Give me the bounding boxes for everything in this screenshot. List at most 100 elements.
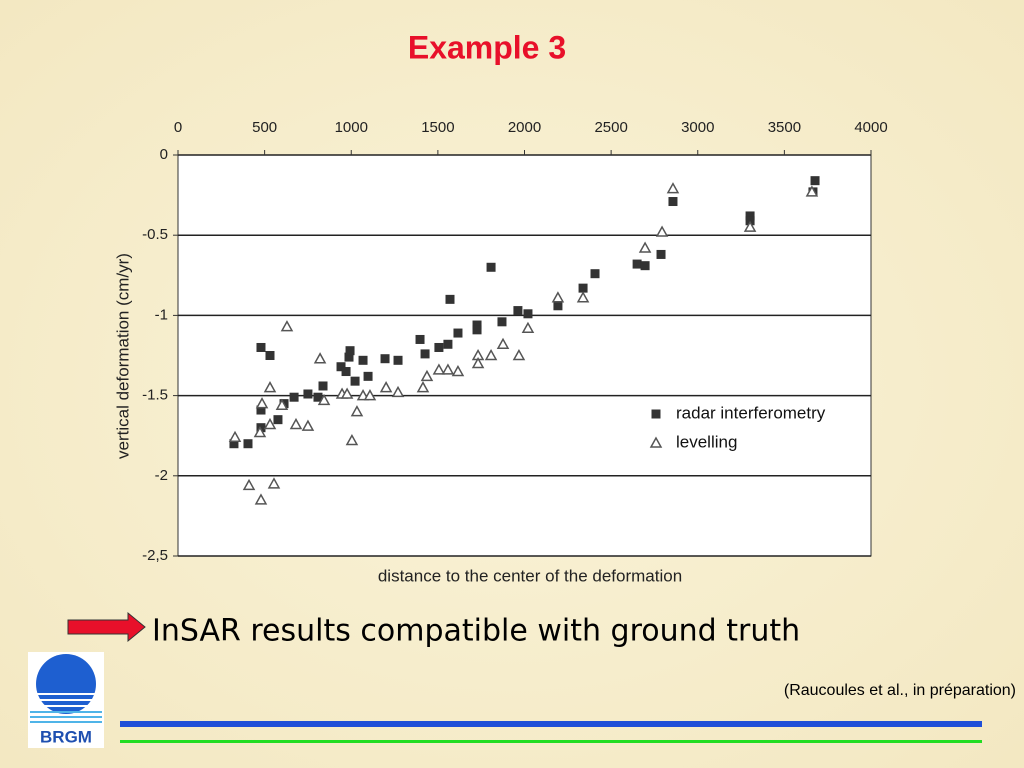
citation: (Raucoules et al., in préparation) bbox=[784, 682, 1016, 699]
x-tick-label: 1500 bbox=[421, 119, 454, 136]
point bbox=[228, 430, 242, 443]
point bbox=[632, 259, 642, 269]
point bbox=[521, 321, 535, 333]
y-tick-label: 0 bbox=[160, 146, 168, 163]
point bbox=[578, 283, 588, 293]
point bbox=[576, 291, 590, 303]
x-tick-label: 1000 bbox=[335, 119, 368, 136]
point bbox=[640, 261, 650, 271]
point bbox=[345, 346, 355, 356]
point bbox=[668, 197, 678, 207]
legend-marker bbox=[649, 436, 663, 448]
point bbox=[551, 291, 565, 303]
point bbox=[280, 320, 294, 332]
point bbox=[380, 354, 390, 364]
point bbox=[263, 417, 277, 430]
point bbox=[590, 269, 600, 279]
plot-area bbox=[177, 154, 872, 557]
point bbox=[317, 393, 331, 406]
point bbox=[275, 398, 289, 410]
point bbox=[336, 362, 346, 372]
point bbox=[415, 334, 425, 344]
point bbox=[313, 352, 327, 364]
point bbox=[513, 306, 523, 316]
point bbox=[341, 367, 351, 377]
point bbox=[229, 439, 239, 449]
point bbox=[666, 182, 680, 194]
point bbox=[350, 405, 364, 417]
point bbox=[432, 363, 446, 375]
y-tick-label: -1.5 bbox=[142, 387, 168, 404]
blue-rule bbox=[120, 721, 982, 727]
point bbox=[471, 356, 485, 369]
y-tick-label: -2 bbox=[155, 467, 168, 484]
point bbox=[265, 351, 275, 360]
point bbox=[363, 389, 377, 401]
point bbox=[553, 301, 563, 311]
y-tick-label: -0.5 bbox=[142, 226, 168, 243]
point bbox=[810, 176, 820, 186]
point bbox=[345, 433, 359, 446]
point bbox=[472, 320, 482, 330]
point bbox=[318, 381, 328, 391]
point bbox=[263, 381, 277, 393]
logo-lines bbox=[30, 711, 102, 723]
x-tick-label: 3500 bbox=[768, 119, 801, 136]
logo-stripes bbox=[34, 693, 98, 707]
logo-text: BRGM bbox=[40, 727, 92, 746]
point bbox=[289, 417, 303, 430]
point bbox=[496, 337, 510, 350]
x-tick-label: 0 bbox=[174, 119, 182, 136]
x-tick-label: 4000 bbox=[854, 119, 887, 136]
x-tick-label: 2500 bbox=[594, 119, 627, 136]
y-tick-label: -1 bbox=[155, 306, 168, 323]
point bbox=[256, 423, 266, 433]
point bbox=[656, 249, 666, 259]
point bbox=[445, 294, 455, 304]
point bbox=[363, 371, 373, 381]
point bbox=[242, 478, 256, 491]
point bbox=[256, 405, 266, 415]
point bbox=[420, 349, 430, 359]
point bbox=[805, 185, 819, 197]
point bbox=[253, 425, 267, 438]
point bbox=[303, 389, 313, 399]
point bbox=[420, 369, 434, 382]
point bbox=[313, 392, 323, 402]
point bbox=[273, 415, 283, 425]
x-tick-label: 500 bbox=[252, 119, 277, 136]
legend-marker bbox=[651, 409, 661, 419]
point bbox=[391, 385, 405, 398]
legend-label: radar interferometry bbox=[676, 403, 826, 422]
y-axis-label: vertical deformation (cm/yr) bbox=[113, 253, 132, 459]
point bbox=[655, 225, 669, 237]
point bbox=[486, 262, 496, 272]
point bbox=[344, 352, 354, 362]
point bbox=[472, 325, 482, 335]
point bbox=[393, 355, 403, 365]
logo: BRGM bbox=[28, 652, 104, 748]
point bbox=[350, 376, 360, 386]
x-axis-label: distance to the center of the deformatio… bbox=[378, 566, 682, 585]
point bbox=[745, 211, 755, 221]
point bbox=[451, 364, 465, 377]
x-tick-label: 3000 bbox=[681, 119, 714, 136]
point bbox=[416, 381, 430, 393]
point bbox=[243, 439, 253, 449]
point bbox=[340, 387, 354, 399]
point bbox=[443, 339, 453, 349]
point bbox=[301, 419, 315, 431]
point bbox=[358, 355, 368, 365]
arrow bbox=[67, 611, 146, 643]
point bbox=[434, 342, 444, 352]
point bbox=[512, 348, 526, 361]
point bbox=[254, 493, 268, 505]
point bbox=[523, 309, 533, 319]
point bbox=[379, 381, 393, 393]
point bbox=[441, 363, 455, 375]
x-tick-label: 2000 bbox=[508, 119, 541, 136]
point bbox=[267, 477, 281, 489]
point bbox=[638, 241, 652, 253]
point bbox=[256, 342, 266, 352]
